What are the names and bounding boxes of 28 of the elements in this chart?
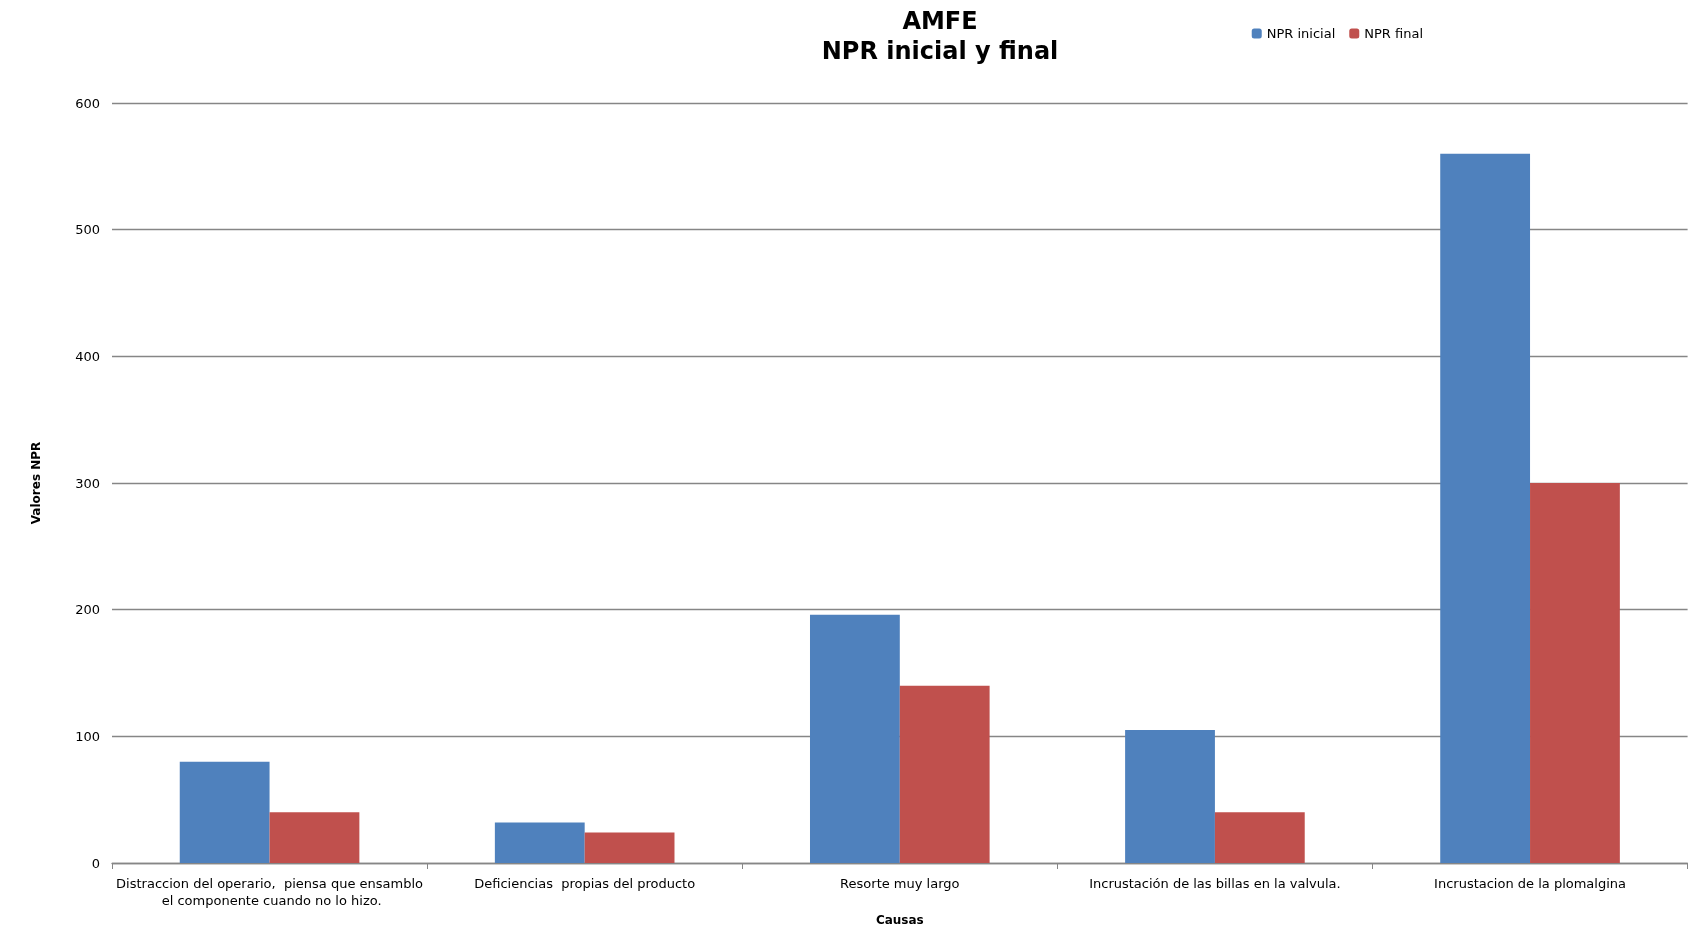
bar	[269, 812, 360, 863]
bar	[1440, 153, 1531, 863]
legend-label: NPR final	[1364, 26, 1424, 41]
chart-title: AMFE	[902, 7, 978, 35]
y-tick-label: 200	[75, 602, 100, 618]
y-axis-title: Valores NPR	[29, 441, 43, 525]
bar	[494, 822, 585, 863]
x-tick-label: Deficiencias propias del producto	[474, 876, 696, 891]
bar	[809, 614, 900, 863]
y-tick-label: 100	[75, 728, 100, 744]
bar	[1214, 812, 1305, 863]
bar	[584, 832, 675, 863]
bar	[1530, 483, 1620, 863]
y-tick-label: 0	[91, 855, 100, 871]
y-tick-label: 600	[75, 95, 100, 111]
chart-subtitle: NPR inicial y final	[821, 37, 1059, 65]
x-tick-label: Incrustación de las billas en la valvula.	[1089, 876, 1341, 891]
x-tick-label: Incrustacion de la plomalgina	[1434, 876, 1627, 891]
x-tick-label: Distraccion del operario, piensa que ensamblo el componente cuando no lo hizo.	[116, 876, 424, 908]
x-tick-label: Resorte muy largo	[840, 876, 960, 891]
x-axis-title: Causas	[875, 912, 924, 927]
bar	[179, 761, 270, 863]
legend-label: NPR inicial	[1266, 26, 1336, 41]
y-tick-label: 300	[75, 475, 100, 491]
bar	[899, 685, 990, 863]
y-tick-label: 400	[75, 348, 100, 364]
bar	[1125, 730, 1215, 863]
y-tick-label: 500	[75, 222, 100, 238]
